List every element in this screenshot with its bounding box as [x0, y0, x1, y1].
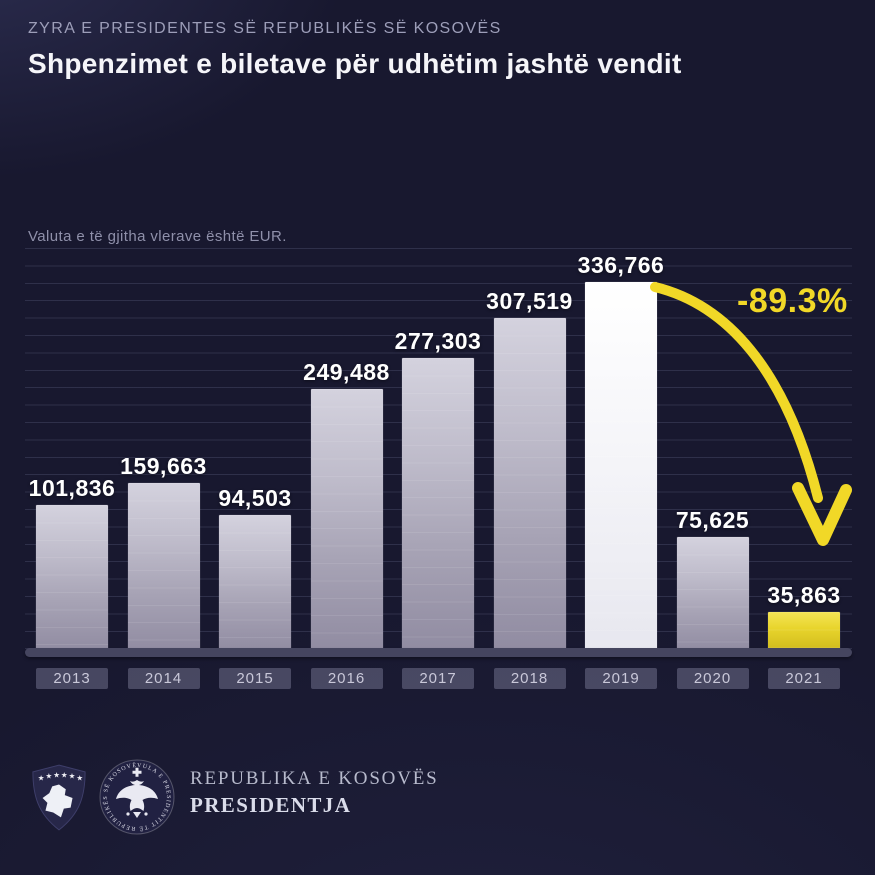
kosovo-shield-emblem-icon: ★ ★ ★ ★ ★ ★	[32, 764, 86, 831]
bar-value-label-2019: 336,766	[577, 252, 665, 278]
org-kicker: ZYRA E PRESIDENTES SË REPUBLIKËS SË KOSO…	[28, 20, 502, 37]
year-label-2020: 2020	[676, 668, 749, 689]
bar-2020: 75,625	[676, 507, 749, 653]
bar-value-label-2016: 249,488	[303, 359, 390, 385]
bar-value-label-2017: 277,303	[394, 328, 482, 354]
bar-2016: 249,488	[303, 359, 389, 653]
bar-value-label-2021: 35,863	[767, 582, 841, 608]
presidential-seal-icon: VULA E PRESIDENTIT TË REPUBLIKËS SË KOSO…	[98, 758, 175, 835]
year-label-2019: 2019	[585, 668, 657, 689]
currency-note: Valuta e të gjitha vlerave është EUR.	[28, 228, 287, 245]
bar-2015: 94,503	[218, 485, 291, 653]
bar-2018: 307,519	[486, 288, 572, 653]
bar-value-label-2014: 159,663	[120, 453, 207, 479]
bar-2021: 35,863	[767, 582, 840, 653]
x-axis-baseline	[25, 648, 852, 657]
svg-text:★: ★	[76, 774, 82, 783]
bar-2017: 277,303	[395, 328, 481, 653]
page-title: Shpenzimet e biletave për udhëtim jashtë…	[28, 48, 682, 79]
bar-value-label-2018: 307,519	[486, 288, 573, 314]
bar-2013: 101,836	[29, 475, 115, 653]
org-name-office: PRESIDENTJA	[190, 793, 352, 817]
year-label-2015: 2015	[219, 668, 291, 689]
year-label-2018: 2018	[493, 668, 566, 689]
bar-value-label-2013: 101,836	[28, 475, 116, 501]
percent-change-label: -89.3%	[737, 282, 848, 320]
org-name-block: REPUBLIKA E KOSOVËS PRESIDENTJA	[190, 768, 439, 818]
year-label-2021: 2021	[768, 668, 840, 689]
curved-down-arrow-icon	[650, 282, 852, 546]
year-label-2013: 2013	[36, 668, 108, 689]
svg-text:★: ★	[53, 771, 60, 780]
bars: 101,836 159,663 94,503 249,488 277,303 307,51…	[29, 248, 840, 653]
year-label-2016: 2016	[310, 668, 383, 689]
bar-2014: 159,663	[120, 453, 206, 653]
bar-2019: 336,766	[578, 252, 664, 653]
svg-text:★: ★	[45, 772, 52, 781]
org-name-country: REPUBLIKA E KOSOVËS	[190, 768, 439, 789]
svg-text:★: ★	[69, 772, 75, 781]
year-label-2014: 2014	[127, 668, 200, 689]
svg-text:★: ★	[38, 774, 45, 783]
year-labels: 2013 2014 2015 2016 2017 2018 2019 2020 2021	[36, 668, 840, 689]
svg-text:★: ★	[61, 771, 68, 780]
bar-value-label-2020: 75,625	[675, 507, 750, 533]
bar-value-label-2015: 94,503	[218, 485, 292, 511]
year-label-2017: 2017	[402, 668, 474, 689]
